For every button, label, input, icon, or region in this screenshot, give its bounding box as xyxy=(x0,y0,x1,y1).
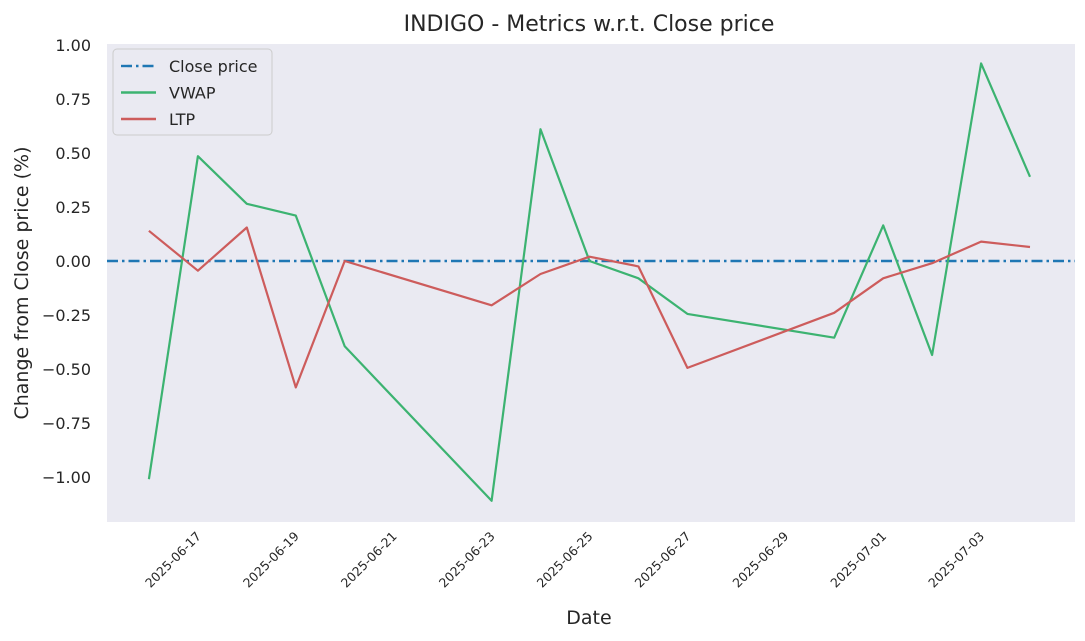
x-tick-label: 2025-06-23 xyxy=(436,529,498,591)
x-tick-label: 2025-06-19 xyxy=(240,528,302,590)
x-tick-label: 2025-06-25 xyxy=(534,529,596,591)
series-line-vwap xyxy=(147,62,1032,502)
x-axis-label: Date xyxy=(566,607,611,629)
legend-box xyxy=(112,48,273,136)
y-axis-label: Change from Close price (%) xyxy=(11,146,33,419)
x-tick-label: 2025-06-29 xyxy=(729,528,791,590)
y-tick-label: 0.00 xyxy=(55,252,91,271)
y-tick-label: −1.00 xyxy=(42,468,91,487)
y-tick-label: 0.25 xyxy=(55,198,91,217)
y-axis: 1.00 0.75 0.50 0.25 0.00 −0.25 −0.50 −0.75 −1.00 xyxy=(42,36,91,487)
y-tick-label: 0.75 xyxy=(55,90,91,109)
x-tick-label: 2025-06-27 xyxy=(632,529,694,591)
y-tick-label: −0.25 xyxy=(42,306,91,325)
legend-label: LTP xyxy=(169,110,195,129)
legend: Close price VWAP LTP xyxy=(112,48,273,136)
series-layer xyxy=(107,62,1075,502)
y-tick-label: 1.00 xyxy=(55,36,91,55)
y-tick-label: −0.75 xyxy=(42,414,91,433)
x-axis: 2025-06-17 2025-06-19 2025-06-21 2025-06-23… xyxy=(142,528,987,590)
x-tick-label: 2025-07-03 xyxy=(925,529,987,591)
x-tick-label: 2025-06-17 xyxy=(142,529,204,591)
chart-title: INDIGO - Metrics w.r.t. Close price xyxy=(404,12,775,37)
legend-label: VWAP xyxy=(169,84,216,103)
x-tick-label: 2025-07-01 xyxy=(827,529,889,591)
y-tick-label: 0.50 xyxy=(55,144,91,163)
legend-label: Close price xyxy=(169,57,258,76)
y-tick-label: −0.50 xyxy=(42,360,91,379)
series-line-ltp xyxy=(148,226,1031,389)
x-tick-label: 2025-06-21 xyxy=(338,529,400,591)
